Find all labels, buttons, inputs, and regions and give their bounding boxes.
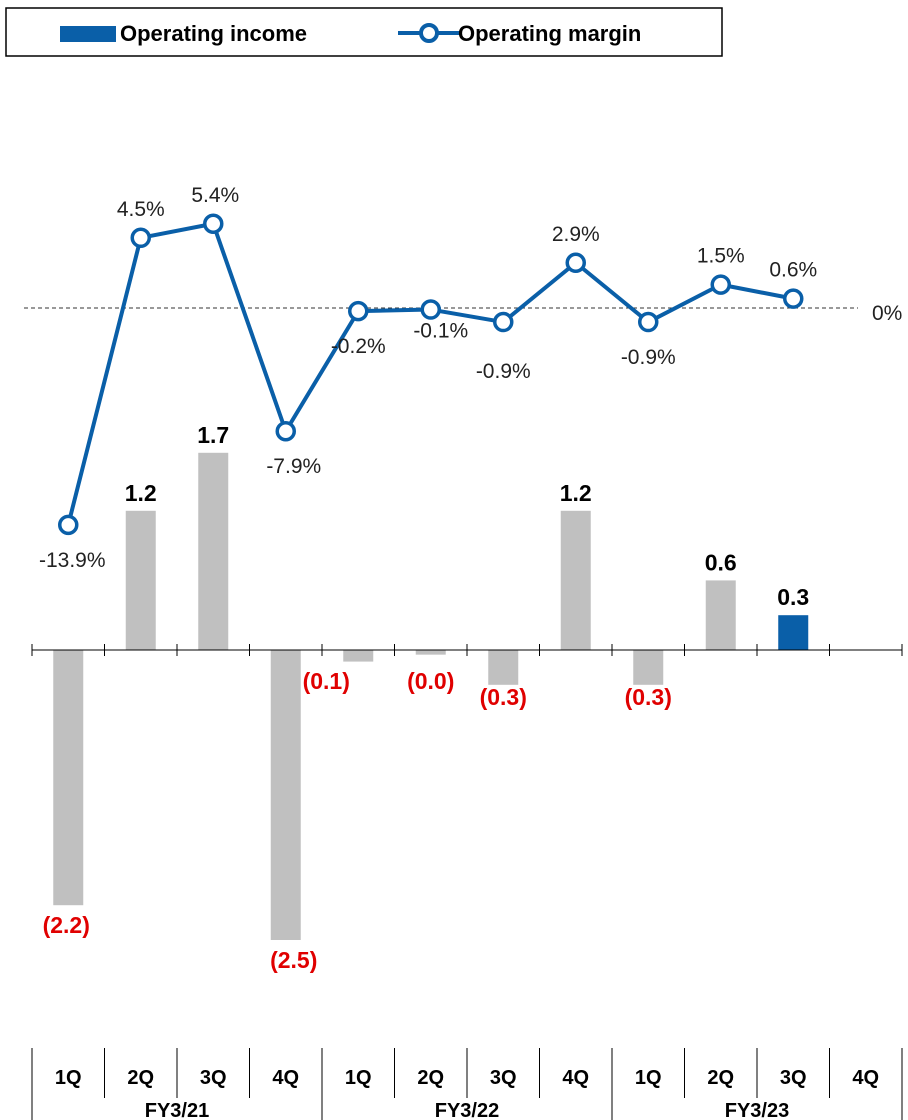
margin-value-labels: -13.9% 4.5% 5.4% -7.9% -0.2% -0.1% -0.9% 2.9% -0… [39, 184, 817, 572]
margin-value-label: 5.4% [191, 184, 239, 207]
income-bar [198, 452, 229, 650]
margin-value-label: -0.9% [621, 346, 676, 369]
legend-operating-income: Operating income [120, 21, 307, 46]
income-value-label: (2.2) [43, 912, 90, 938]
margin-line-series [58, 213, 804, 536]
quarter-label: 3Q [490, 1067, 517, 1089]
income-bar [705, 580, 736, 650]
margin-value-label: -7.9% [266, 455, 321, 478]
income-bar [270, 650, 301, 940]
margin-point [638, 311, 659, 333]
fiscal-year-label: FY3/23 [725, 1100, 789, 1120]
margin-point [420, 299, 441, 320]
margin-point [783, 288, 804, 309]
income-bar [633, 650, 664, 685]
quarter-label: 3Q [780, 1067, 807, 1089]
legend: Operating income Operating margin [5, 7, 723, 57]
margin-line-path [66, 221, 794, 526]
income-bar [415, 650, 446, 655]
quarter-label: 4Q [852, 1067, 879, 1089]
margin-zero-label: 0% [872, 302, 902, 325]
quarter-label: 1Q [345, 1067, 372, 1089]
quarter-label: 4Q [272, 1067, 299, 1089]
income-bar [778, 615, 809, 650]
quarter-label: 1Q [635, 1067, 662, 1089]
quarter-label: 2Q [707, 1067, 734, 1089]
quarter-label: 2Q [127, 1067, 154, 1089]
margin-value-label: 2.9% [552, 223, 600, 246]
income-bar [125, 510, 156, 650]
margin-point [58, 514, 79, 536]
legend-bar-swatch [60, 26, 116, 42]
income-bar [343, 650, 374, 662]
margin-value-label: -13.9% [39, 549, 106, 572]
income-value-label: (0.1) [303, 668, 350, 694]
income-value-labels: (2.2) 1.2 1.7 (2.5) (0.1) (0.0) (0.3) 1.2 (0.3) 0… [43, 422, 810, 973]
margin-value-label: 1.5% [697, 245, 745, 268]
margin-point [493, 311, 514, 333]
quarter-label: 2Q [417, 1067, 444, 1089]
margin-value-label: -0.2% [331, 335, 386, 358]
income-axis [31, 644, 903, 656]
margin-value-label: -0.9% [476, 360, 531, 383]
income-bars [53, 452, 809, 940]
fiscal-year-label: FY3/21 [145, 1100, 209, 1120]
income-value-label: 0.6 [705, 549, 737, 575]
legend-box [5, 7, 723, 57]
quarter-label: 3Q [200, 1067, 227, 1089]
legend-marker-swatch [419, 23, 439, 43]
margin-point [130, 227, 151, 249]
margin-value-label: 0.6% [769, 259, 817, 282]
income-value-label: (2.5) [270, 947, 317, 973]
quarter-label: 4Q [562, 1067, 589, 1089]
margin-point [275, 420, 296, 442]
income-value-label: 1.2 [560, 480, 592, 506]
margin-value-label: 4.5% [117, 198, 165, 221]
income-value-label: 0.3 [777, 584, 809, 610]
fiscal-year-label: FY3/22 [435, 1100, 499, 1120]
income-value-label: (0.3) [480, 684, 527, 710]
category-axis: 1Q 2Q 3Q 4Q 1Q 2Q 3Q 4Q 1Q 2Q 3Q 4Q FY3/21 FY3/22 FY3/… [31, 1048, 903, 1120]
margin-point [203, 213, 224, 235]
income-value-label: 1.2 [125, 480, 157, 506]
quarter-label: 1Q [55, 1067, 82, 1089]
margin-point [710, 274, 731, 295]
margin-value-label: -0.1% [413, 320, 468, 343]
income-value-label: (0.3) [625, 684, 672, 710]
income-value-label: (0.0) [407, 668, 454, 694]
income-bar [488, 650, 519, 685]
margin-point [348, 300, 369, 322]
income-bar [560, 510, 591, 650]
income-bar [53, 650, 84, 906]
income-value-label: 1.7 [197, 422, 229, 448]
legend-operating-margin: Operating margin [458, 21, 641, 46]
margin-point [565, 252, 586, 274]
